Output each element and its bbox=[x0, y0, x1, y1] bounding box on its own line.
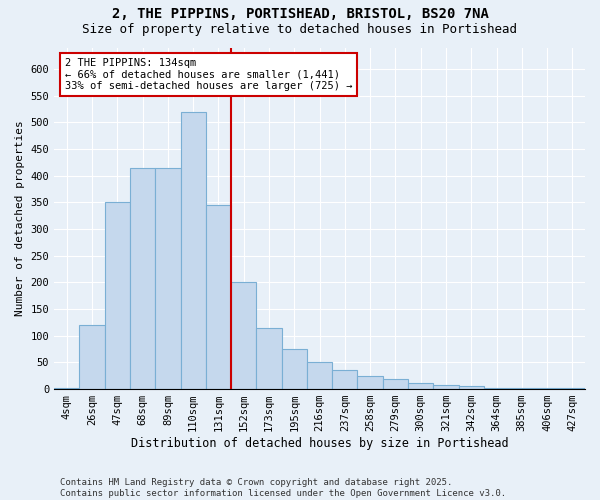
Bar bbox=[560, 388, 585, 389]
Bar bbox=[408, 382, 433, 389]
Bar bbox=[458, 386, 484, 389]
Bar bbox=[155, 168, 181, 389]
Text: 2, THE PIPPINS, PORTISHEAD, BRISTOL, BS20 7NA: 2, THE PIPPINS, PORTISHEAD, BRISTOL, BS2… bbox=[112, 8, 488, 22]
Bar bbox=[281, 349, 307, 389]
Bar bbox=[433, 385, 458, 389]
Bar bbox=[231, 282, 256, 389]
X-axis label: Distribution of detached houses by size in Portishead: Distribution of detached houses by size … bbox=[131, 437, 508, 450]
Bar bbox=[206, 205, 231, 389]
Text: 2 THE PIPPINS: 134sqm
← 66% of detached houses are smaller (1,441)
33% of semi-d: 2 THE PIPPINS: 134sqm ← 66% of detached … bbox=[65, 58, 352, 91]
Bar bbox=[130, 168, 155, 389]
Bar bbox=[256, 328, 281, 389]
Bar bbox=[54, 388, 79, 389]
Bar bbox=[484, 388, 509, 389]
Bar bbox=[358, 376, 383, 389]
Bar bbox=[181, 112, 206, 389]
Bar bbox=[105, 202, 130, 389]
Bar bbox=[383, 380, 408, 389]
Bar bbox=[509, 388, 535, 389]
Text: Size of property relative to detached houses in Portishead: Size of property relative to detached ho… bbox=[83, 22, 517, 36]
Bar bbox=[535, 388, 560, 389]
Y-axis label: Number of detached properties: Number of detached properties bbox=[15, 120, 25, 316]
Bar bbox=[332, 370, 358, 389]
Text: Contains HM Land Registry data © Crown copyright and database right 2025.
Contai: Contains HM Land Registry data © Crown c… bbox=[60, 478, 506, 498]
Bar bbox=[307, 362, 332, 389]
Bar bbox=[79, 325, 105, 389]
